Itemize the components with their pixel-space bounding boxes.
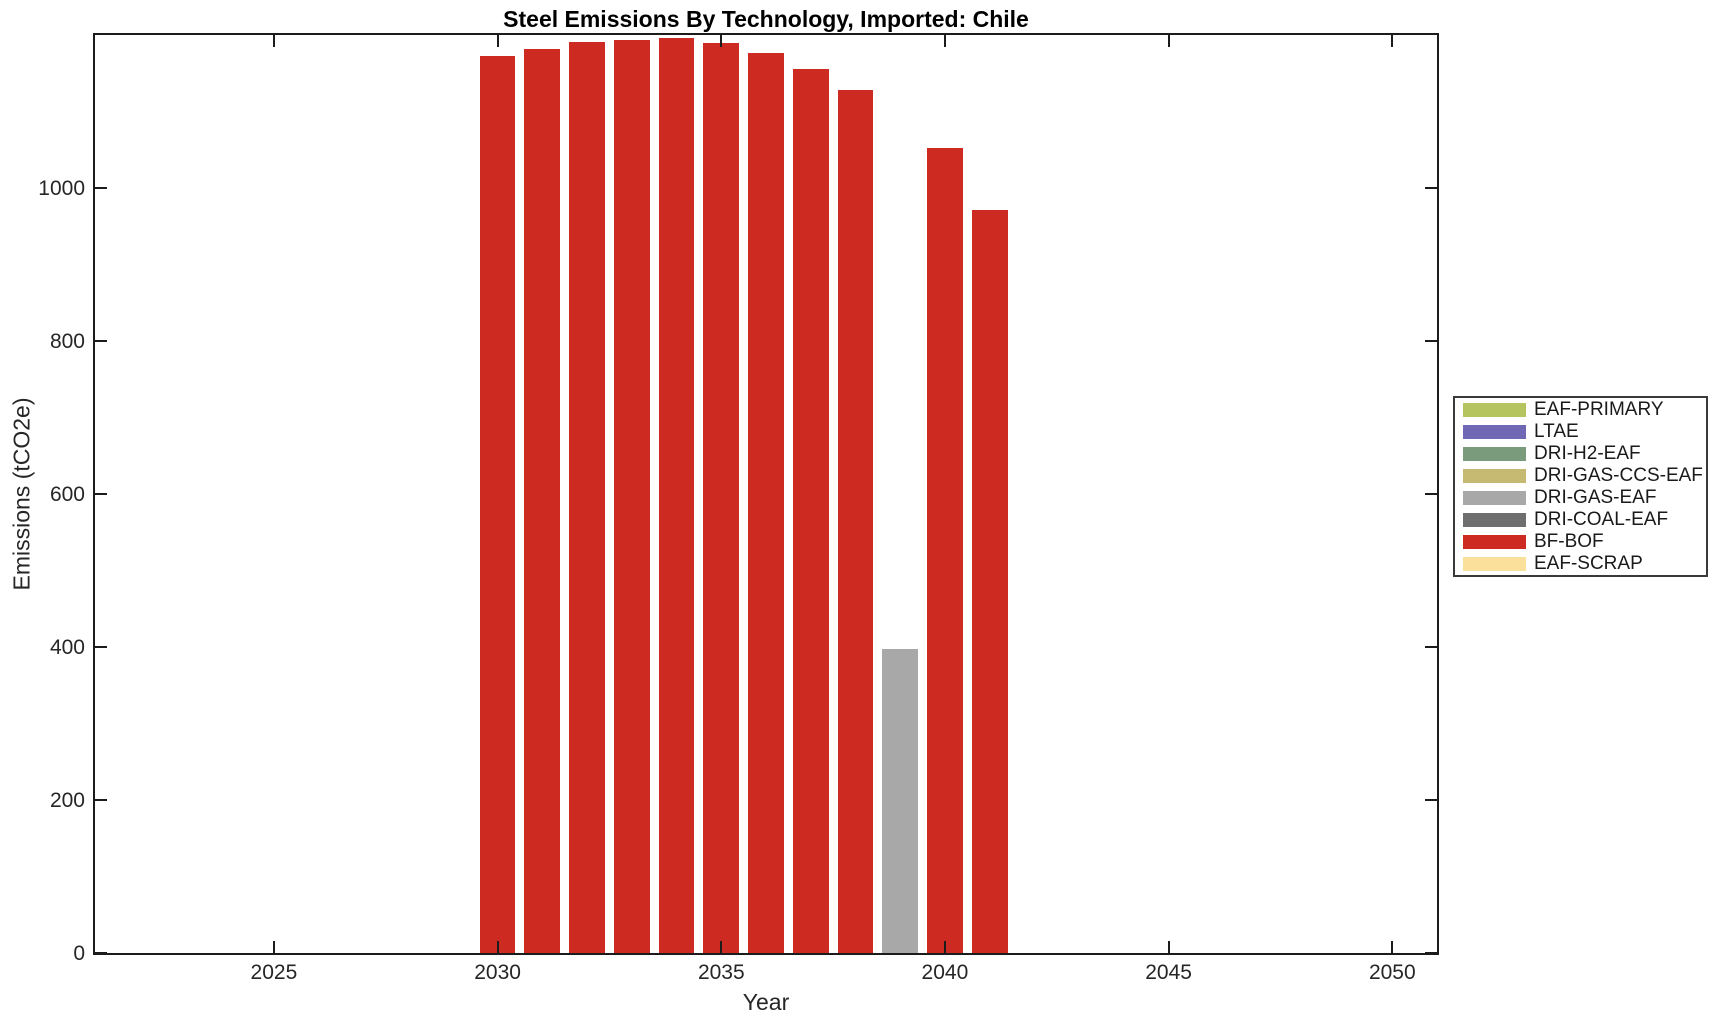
bar-2034-bf-bof (658, 38, 695, 953)
chart-title: Steel Emissions By Technology, Imported:… (503, 6, 1029, 32)
y-tick (95, 187, 107, 189)
x-tick (943, 941, 946, 953)
x-axis-label: Year (742, 989, 790, 1015)
bar-2033-bf-bof (613, 39, 650, 953)
legend-swatch-dri-gas-eaf (1463, 490, 1526, 505)
legend: EAF-PRIMARY LTAE DRI-H2-EAF DRI-GAS-CCS-EAF… (1453, 396, 1708, 577)
y-tick-right (1425, 799, 1437, 801)
legend-item: EAF-PRIMARY (1455, 399, 1706, 421)
x-tick (272, 941, 275, 953)
x-tick-top (1391, 35, 1394, 47)
y-tick (95, 340, 107, 342)
legend-label: DRI-GAS-CCS-EAF (1534, 464, 1703, 486)
legend-swatch-eaf-scrap (1463, 556, 1526, 571)
y-tick-label-1000: 1000 (38, 177, 85, 200)
y-tick-label-0: 0 (73, 942, 85, 965)
bar-2040-bf-bof (927, 147, 963, 953)
y-tick (95, 493, 107, 495)
x-tick-top (272, 35, 275, 47)
x-tick-top (1167, 35, 1170, 47)
y-tick-right (1425, 646, 1437, 648)
x-tick-label-2025: 2025 (250, 961, 298, 984)
legend-swatch-dri-h2-eaf (1463, 446, 1526, 461)
legend-label: EAF-PRIMARY (1534, 398, 1664, 420)
bar-2041-bf-bof (971, 210, 1008, 953)
legend-item: LTAE (1455, 421, 1706, 443)
x-tick-label-2050: 2050 (1368, 961, 1416, 984)
bar-2038-bf-bof (837, 90, 874, 953)
legend-item: DRI-GAS-EAF (1455, 487, 1706, 509)
x-tick (1391, 941, 1394, 953)
bar-2039-dri-gas-eaf (882, 648, 919, 953)
legend-label: DRI-GAS-EAF (1534, 486, 1657, 508)
legend-swatch-dri-gas-ccs-eaf (1463, 468, 1526, 483)
plot-area (93, 33, 1439, 955)
y-tick-label-200: 200 (49, 789, 85, 812)
legend-swatch-ltae (1463, 424, 1526, 439)
legend-label: DRI-COAL-EAF (1534, 508, 1669, 530)
y-tick-right (1425, 187, 1437, 189)
legend-item: DRI-H2-EAF (1455, 443, 1706, 465)
bar-2031-bf-bof (524, 48, 561, 953)
legend-item: DRI-COAL-EAF (1455, 509, 1706, 531)
legend-swatch-bf-bof (1463, 534, 1526, 549)
legend-swatch-dri-coal-eaf (1463, 512, 1526, 527)
legend-label: BF-BOF (1534, 530, 1604, 552)
legend-item: BF-BOF (1455, 531, 1706, 553)
x-tick-label-2030: 2030 (474, 961, 521, 984)
y-tick (95, 799, 107, 801)
legend-item: DRI-GAS-CCS-EAF (1455, 465, 1706, 487)
x-tick-top (496, 35, 499, 47)
x-tick-top (943, 35, 946, 47)
legend-label: EAF-SCRAP (1534, 552, 1643, 574)
x-tick (720, 941, 723, 953)
bar-2036-bf-bof (748, 53, 784, 953)
y-tick-right (1425, 952, 1437, 954)
legend-label: DRI-H2-EAF (1534, 442, 1641, 464)
y-tick-label-600: 600 (49, 483, 85, 506)
y-tick-right (1425, 493, 1437, 495)
y-tick-right (1425, 340, 1437, 342)
y-tick (95, 646, 107, 648)
bar-2037-bf-bof (792, 68, 829, 953)
x-tick-label-2040: 2040 (921, 961, 969, 984)
legend-item: EAF-SCRAP (1455, 553, 1706, 575)
y-tick-label-800: 800 (49, 330, 85, 353)
x-tick-top (720, 35, 723, 47)
x-tick (1167, 941, 1170, 953)
x-tick-label-2045: 2045 (1145, 961, 1192, 984)
bar-2030-bf-bof (479, 55, 516, 953)
legend-swatch-eaf-primary (1463, 402, 1526, 417)
y-tick-label-400: 400 (49, 636, 85, 659)
bar-2032-bf-bof (569, 41, 605, 953)
bar-2035-bf-bof (703, 43, 740, 953)
y-tick (95, 952, 107, 954)
x-tick-label-2035: 2035 (697, 961, 745, 984)
x-tick (496, 941, 499, 953)
legend-label: LTAE (1534, 420, 1579, 442)
